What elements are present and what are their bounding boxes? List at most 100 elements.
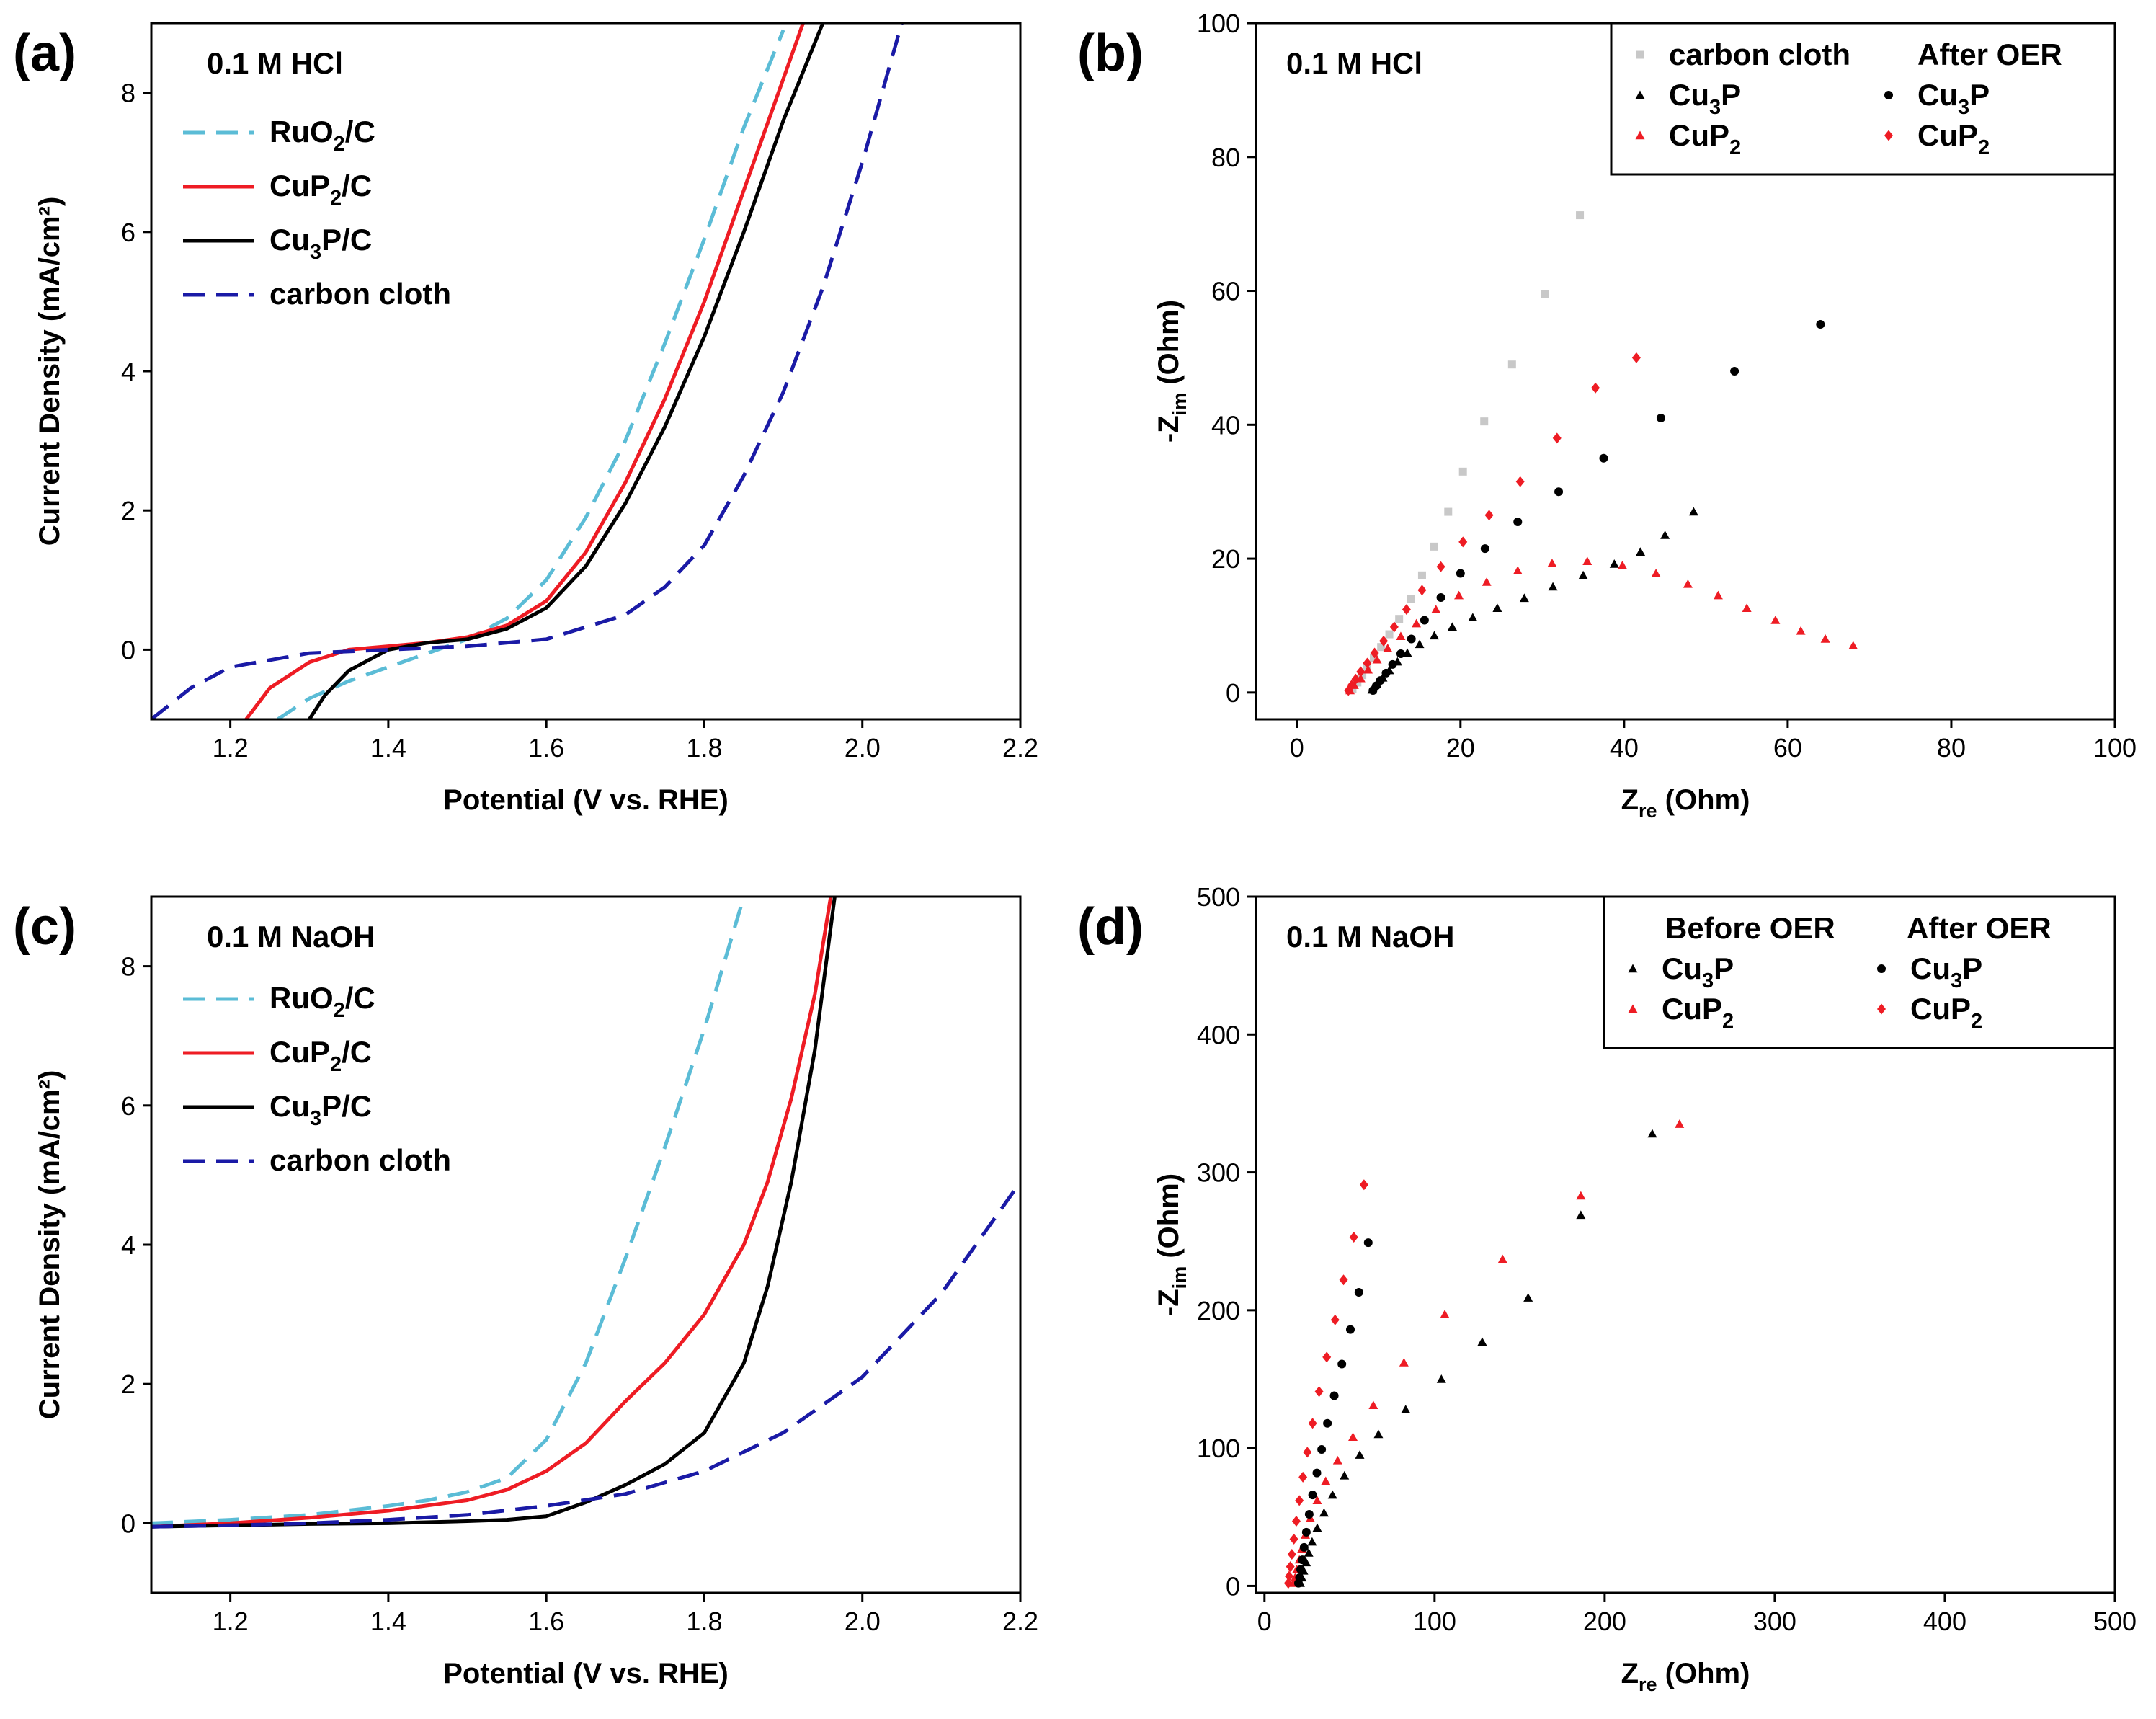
data-point-d-cup2-after-oer xyxy=(1314,1386,1324,1398)
data-point-b-carbon-cloth xyxy=(1480,417,1489,426)
series-d-cu3p xyxy=(1295,1129,1657,1587)
y-tick-label-b: 0 xyxy=(1226,678,1240,708)
data-point-d-cu3p-after-oer xyxy=(1298,1555,1307,1565)
x-tick-label-b: 0 xyxy=(1290,733,1304,763)
data-point-d-cup2 xyxy=(1675,1119,1685,1128)
data-point-d-cu3p-after-oer xyxy=(1363,1238,1373,1248)
data-point-d-cu3p-after-oer xyxy=(1312,1468,1322,1478)
data-point-d-cup2-after-oer xyxy=(1359,1179,1368,1191)
data-point-b-cup2 xyxy=(1363,665,1373,674)
legend-label: carbon cloth xyxy=(270,277,451,311)
legend-label: RuO2/C xyxy=(270,115,375,156)
panel-a: (a) 1.2 1.4 1.6 1.8 2.0 2.2 0 2 4 6 8 Potential (V v… xyxy=(13,22,1038,816)
data-point-d-cu3p-after-oer xyxy=(1295,1573,1304,1582)
data-point-b-cu3p-after-oer xyxy=(1388,659,1397,669)
electrolyte-annotation-a: 0.1 M HCl xyxy=(207,46,343,80)
legend-label: CuP2/C xyxy=(270,169,372,210)
y-tick-label-d: 200 xyxy=(1197,1296,1240,1325)
data-point-d-cup2 xyxy=(1332,1455,1342,1465)
data-point-b-cu3p-after-oer xyxy=(1396,649,1405,658)
series-line-a-ruo2-c xyxy=(277,29,785,719)
data-point-b-cu3p-after-oer xyxy=(1730,367,1740,376)
data-point-d-cu3p xyxy=(1436,1374,1446,1383)
data-point-b-cup2-after-oer xyxy=(1515,476,1525,487)
electrolyte-annotation-d: 0.1 M NaOH xyxy=(1286,920,1454,954)
y-axis-label-a: Current Density (mA/cm²) xyxy=(34,197,66,546)
x-tick-label-d: 100 xyxy=(1413,1607,1456,1636)
plot-area-a xyxy=(151,23,904,719)
data-point-d-cu3p xyxy=(1312,1523,1322,1532)
x-tick-label-c: 2.2 xyxy=(1002,1607,1038,1636)
data-point-b-carbon-cloth xyxy=(1576,211,1585,220)
data-point-b-cu3p xyxy=(1519,593,1529,603)
legend-marker xyxy=(1884,130,1893,141)
electrolyte-annotation-c: 0.1 M NaOH xyxy=(207,920,375,954)
data-point-d-cup2 xyxy=(1348,1432,1358,1442)
data-point-d-cup2-after-oer xyxy=(1286,1561,1295,1573)
data-point-b-cup2-after-oer xyxy=(1458,536,1468,548)
data-point-b-cup2-after-oer xyxy=(1631,352,1641,363)
data-point-b-cup2-after-oer xyxy=(1370,647,1379,659)
x-tick-label-a: 1.8 xyxy=(686,733,722,763)
legend-marker xyxy=(1628,1004,1638,1013)
data-point-d-cup2-after-oer xyxy=(1289,1533,1298,1545)
data-point-d-cu3p-after-oer xyxy=(1337,1359,1347,1369)
data-point-d-cup2 xyxy=(1440,1310,1450,1318)
y-tick-label-a: 8 xyxy=(121,79,135,108)
y-tick-label-b: 80 xyxy=(1211,143,1240,172)
data-point-b-cup2-after-oer xyxy=(1417,585,1427,596)
data-point-b-cup2 xyxy=(1372,654,1382,664)
data-point-d-cu3p xyxy=(1355,1450,1365,1459)
series-d-cup2 xyxy=(1288,1119,1685,1587)
data-point-d-cup2-after-oer xyxy=(1295,1495,1304,1506)
data-point-b-cup2-after-oer xyxy=(1356,666,1366,678)
data-point-b-cup2-after-oer xyxy=(1379,635,1389,647)
data-point-b-carbon-cloth xyxy=(1444,507,1453,516)
series-b-cup2-after-oer xyxy=(1344,352,1641,696)
legend-label: RuO2/C xyxy=(270,981,375,1022)
data-point-b-carbon-cloth xyxy=(1430,542,1438,551)
data-point-b-cup2-after-oer xyxy=(1389,621,1399,633)
legend-a: RuO2/C CuP2/C Cu3P/C carbon cloth xyxy=(183,115,451,311)
data-point-b-cu3p xyxy=(1548,582,1558,591)
y-tick-label-a: 6 xyxy=(121,218,135,247)
data-point-d-cu3p-after-oer xyxy=(1346,1325,1355,1334)
x-tick-label-d: 0 xyxy=(1257,1607,1272,1636)
series-b-cu3p xyxy=(1367,507,1698,694)
data-point-b-cu3p-after-oer xyxy=(1656,414,1665,423)
data-point-b-cu3p-after-oer xyxy=(1456,569,1465,578)
x-tick-label-a: 1.4 xyxy=(370,733,406,763)
data-point-b-cu3p-after-oer xyxy=(1381,668,1391,678)
legend-marker xyxy=(1635,130,1645,140)
data-point-b-cu3p xyxy=(1578,570,1588,579)
legend-label: CuP2 xyxy=(1917,118,1990,159)
y-axis-label-c: Current Density (mA/cm²) xyxy=(34,1070,66,1420)
plot-area-b xyxy=(1344,211,1858,696)
data-point-b-cup2-after-oer xyxy=(1436,561,1446,572)
legend-box xyxy=(1603,895,2116,1049)
data-point-b-cu3p xyxy=(1492,603,1502,613)
data-point-d-cu3p-after-oer xyxy=(1299,1542,1309,1552)
series-line-c-carbon-cloth xyxy=(151,1181,1020,1529)
data-point-b-carbon-cloth xyxy=(1377,643,1386,652)
data-point-d-cup2-after-oer xyxy=(1285,1571,1294,1582)
data-point-d-cup2-after-oer xyxy=(1322,1351,1332,1363)
series-d-cu3p-after-oer xyxy=(1294,1238,1373,1588)
x-tick-label-d: 500 xyxy=(2093,1607,2137,1636)
legend-marker xyxy=(1877,1003,1886,1015)
data-point-d-cup2-after-oer xyxy=(1291,1516,1301,1527)
legend-header-after: After OER xyxy=(1917,37,2062,71)
data-point-b-cup2 xyxy=(1848,641,1858,650)
plot-area-d xyxy=(1283,1119,1685,1589)
x-tick-label-b: 40 xyxy=(1610,733,1639,763)
data-point-b-cup2 xyxy=(1796,626,1806,635)
data-point-b-carbon-cloth xyxy=(1385,630,1394,639)
x-tick-label-c: 1.6 xyxy=(528,1607,564,1636)
y-tick-label-c: 6 xyxy=(121,1091,135,1121)
x-tick-label-d: 200 xyxy=(1583,1607,1626,1636)
series-line-c-cu3p-c xyxy=(151,897,837,1529)
y-tick-label-b: 60 xyxy=(1211,277,1240,306)
x-tick-label-a: 2.0 xyxy=(845,733,881,763)
